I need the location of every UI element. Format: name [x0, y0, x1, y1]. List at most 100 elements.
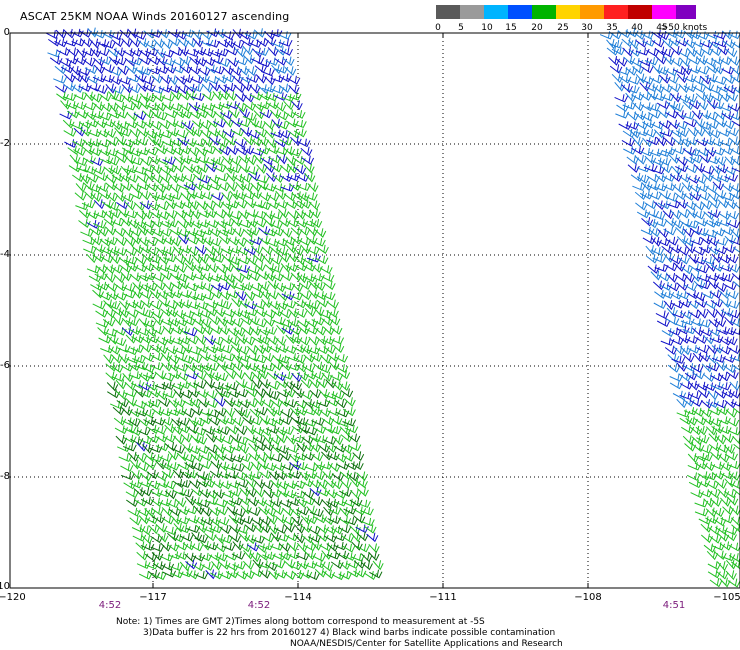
wind-barb — [655, 310, 670, 320]
wind-barb — [187, 146, 200, 157]
wind-barb — [244, 434, 259, 444]
wind-barb — [182, 541, 196, 551]
wind-barb — [315, 255, 329, 265]
wind-barb — [158, 84, 173, 93]
wind-barb — [606, 46, 620, 56]
wind-barb — [728, 136, 740, 146]
wind-barb — [312, 238, 326, 247]
wind-barb — [233, 282, 248, 291]
wind-barb — [142, 219, 156, 229]
wind-barb — [208, 315, 221, 326]
wind-barb — [663, 136, 676, 147]
wind-barb — [276, 388, 291, 398]
wind-barb — [165, 218, 179, 228]
wind-barb — [244, 371, 255, 382]
wind-barb — [244, 198, 257, 209]
wind-barb — [277, 129, 291, 139]
wind-barb — [191, 119, 205, 129]
wind-barb — [220, 110, 233, 120]
wind-barb — [106, 157, 120, 166]
wind-barb — [96, 47, 110, 57]
wind-barb — [132, 533, 147, 542]
wind-barb — [678, 334, 691, 344]
wind-barb — [726, 300, 740, 309]
wind-barb — [87, 138, 102, 147]
wind-barb — [229, 433, 242, 444]
wind-barb — [632, 136, 644, 147]
wind-barb — [154, 112, 168, 121]
wind-barb — [234, 237, 247, 248]
wind-barb — [708, 489, 721, 499]
wind-barb — [663, 226, 677, 236]
wind-barb — [226, 425, 239, 435]
wind-barb — [321, 549, 333, 560]
wind-barb — [168, 191, 183, 201]
wind-barb — [161, 515, 175, 525]
x-axis-label: −117 — [139, 592, 167, 603]
wind-barb — [270, 74, 285, 83]
wind-barb — [271, 505, 285, 516]
wind-barb — [655, 54, 667, 65]
wind-barb — [614, 94, 629, 103]
wind-barb — [275, 200, 289, 209]
wind-barb — [81, 200, 96, 209]
wind-barb — [275, 344, 289, 353]
wind-barb — [256, 369, 269, 380]
wind-barb — [663, 252, 675, 263]
wind-barb — [252, 120, 266, 129]
wind-barb — [262, 388, 274, 399]
wind-barb — [360, 517, 375, 527]
wind-barb — [698, 121, 712, 131]
wind-barb — [190, 165, 203, 175]
wind-barb — [196, 478, 210, 488]
wind-barb — [195, 155, 210, 164]
wind-barb — [258, 523, 272, 534]
wind-barb — [106, 202, 120, 211]
wind-barb — [285, 118, 299, 128]
wind-barb — [304, 463, 319, 472]
wind-barb — [250, 461, 262, 472]
wind-barb — [190, 127, 203, 138]
wind-barb — [282, 56, 295, 66]
wind-barb — [261, 353, 275, 363]
wind-barb — [232, 273, 245, 284]
wind-barb — [167, 551, 182, 560]
wind-barb — [179, 489, 194, 498]
wind-barb — [683, 201, 697, 211]
wind-barb — [239, 543, 252, 553]
wind-barb — [201, 236, 214, 247]
wind-barb — [702, 461, 716, 472]
wind-barb — [291, 191, 304, 201]
wind-barb — [682, 74, 697, 83]
wind-barb — [254, 308, 268, 318]
wind-barb — [253, 211, 267, 220]
wind-barb — [197, 175, 212, 184]
wind-barb — [253, 396, 266, 407]
wind-barb — [185, 83, 198, 94]
wind-barb — [289, 292, 304, 301]
wind-barb — [148, 524, 160, 535]
wind-barb — [308, 279, 320, 290]
wind-barb — [243, 246, 257, 256]
wind-barb — [200, 272, 214, 283]
wind-barb — [334, 398, 348, 409]
legend-swatch-1 — [460, 5, 484, 19]
wind-barb — [679, 345, 692, 356]
wind-barb — [181, 120, 194, 130]
wind-barb — [341, 533, 355, 543]
wind-barb — [132, 281, 144, 292]
wind-barb — [138, 244, 152, 254]
wind-barb — [688, 100, 701, 110]
wind-barb — [257, 327, 271, 337]
wind-barb — [239, 360, 252, 371]
wind-barb — [175, 130, 189, 139]
wind-barb — [686, 148, 701, 157]
wind-barb — [270, 361, 284, 371]
wind-barb — [151, 406, 165, 417]
wind-barb — [261, 84, 276, 93]
wind-barb — [123, 434, 137, 444]
wind-barb — [222, 117, 234, 128]
wind-barb — [166, 127, 180, 137]
wind-barb — [113, 47, 126, 58]
wind-barb — [671, 165, 683, 176]
